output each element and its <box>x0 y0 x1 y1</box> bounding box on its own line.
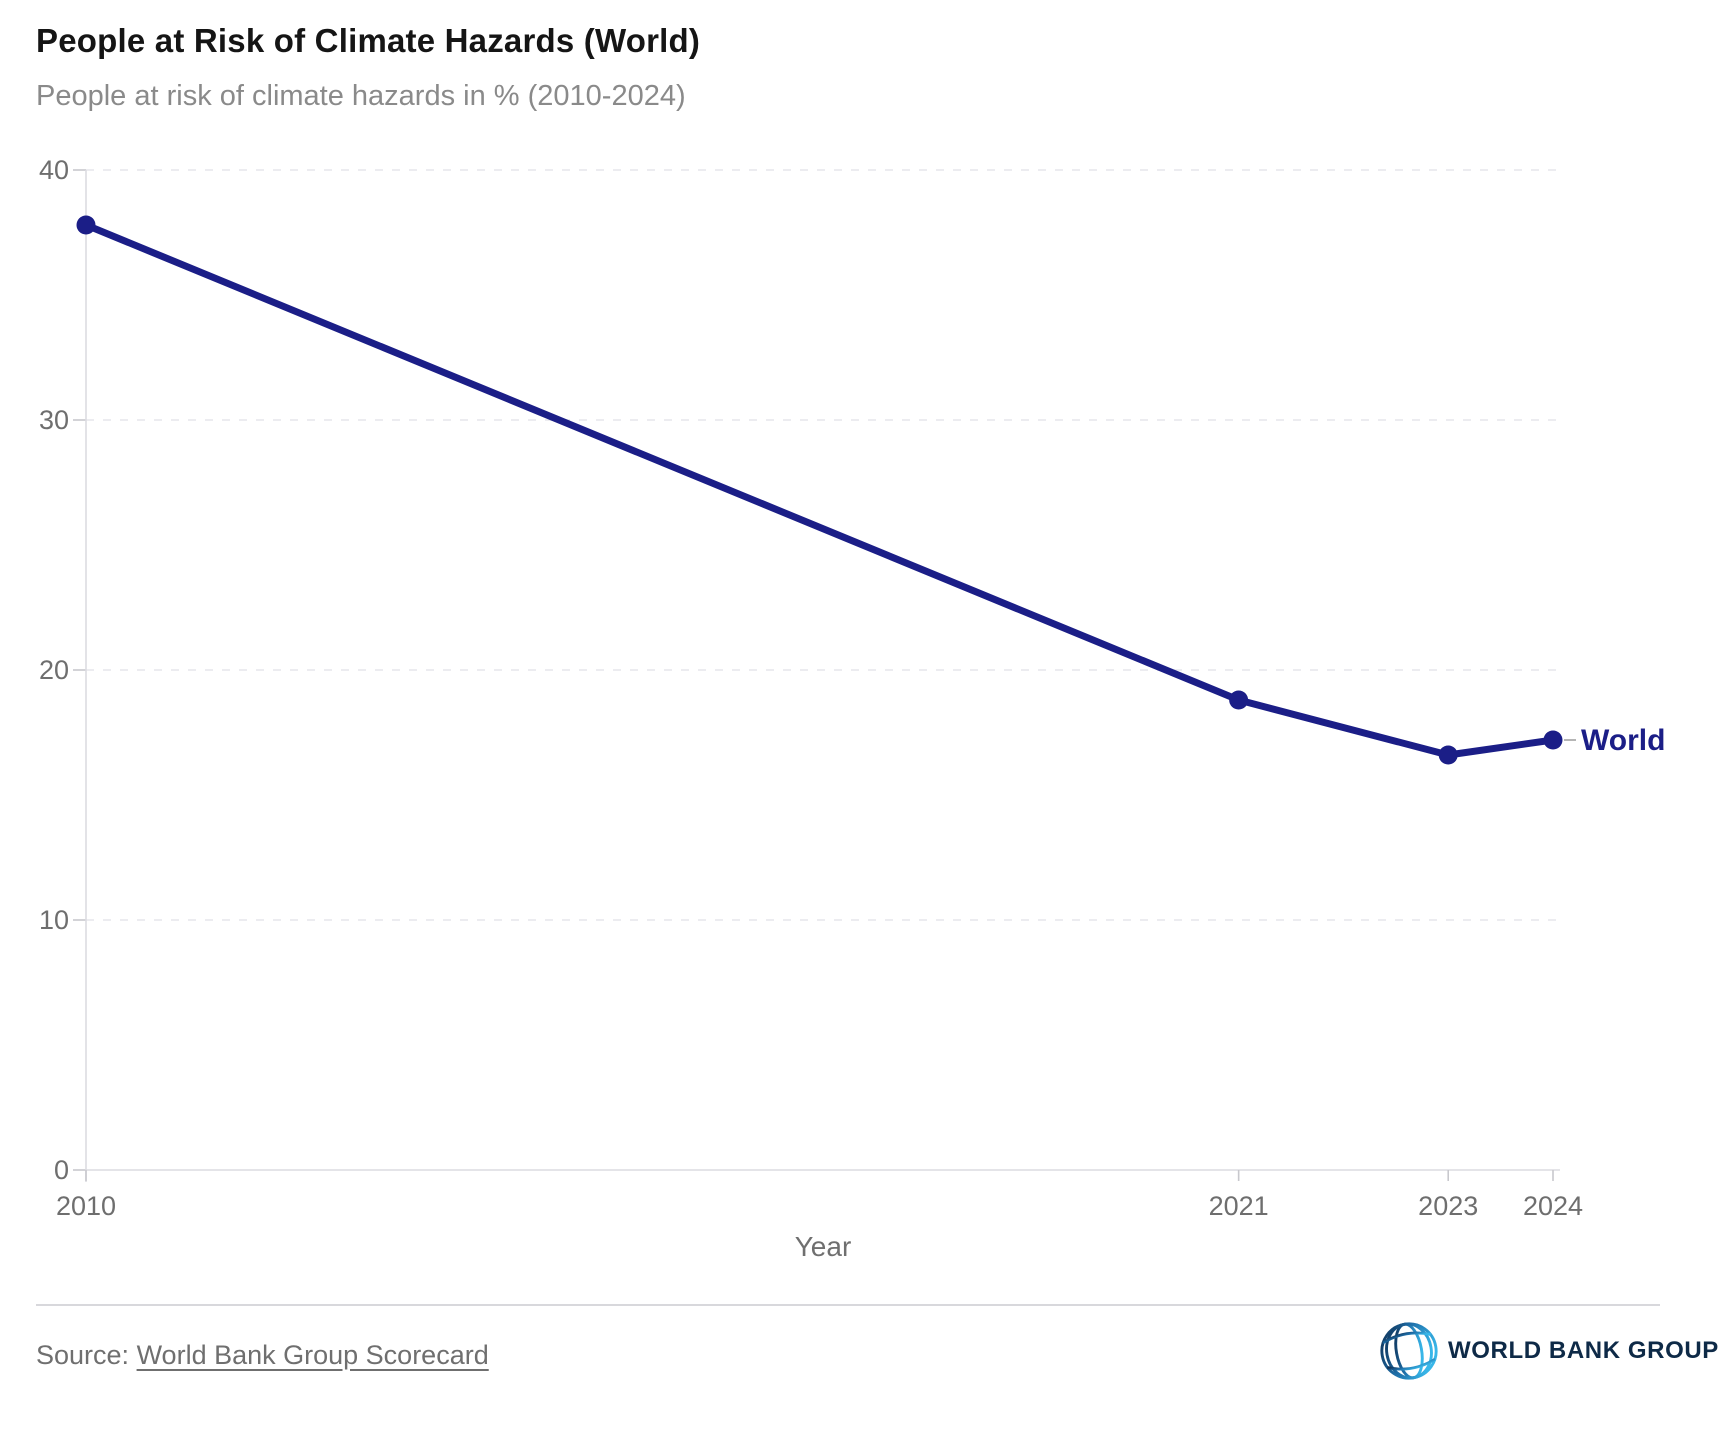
y-tick-label-30: 30 <box>39 405 69 435</box>
x-axis-title: Year <box>795 1231 852 1262</box>
y-tick-label-0: 0 <box>54 1155 69 1185</box>
y-tick-label-40: 40 <box>39 155 69 185</box>
x-tick-label-2024: 2024 <box>1523 1191 1583 1221</box>
data-point-2024[interactable] <box>1543 730 1563 750</box>
source-link[interactable]: World Bank Group Scorecard <box>136 1340 489 1370</box>
world-bank-globe-icon <box>1380 1322 1438 1380</box>
footer-divider <box>36 1304 1660 1306</box>
world-bank-logo: WORLD BANK GROUP <box>1378 1320 1719 1382</box>
x-tick-label-2023: 2023 <box>1418 1191 1478 1221</box>
series-line-world <box>82 221 1557 759</box>
data-point-2023[interactable] <box>1438 745 1458 765</box>
world-bank-logo-text: WORLD BANK GROUP <box>1448 1337 1719 1364</box>
line-chart-plot-area: 0 10 20 30 40 2010 2021 2023 2024 Year World <box>39 155 1665 1262</box>
source-line: Source: World Bank Group Scorecard <box>36 1340 489 1371</box>
data-point-2010[interactable] <box>76 215 96 235</box>
page-title: People at Risk of Climate Hazards (World… <box>36 22 701 59</box>
x-tick-label-2021: 2021 <box>1209 1191 1269 1221</box>
chart-subtitle: People at risk of climate hazards in % (… <box>36 80 686 112</box>
x-tick-label-2010: 2010 <box>56 1191 116 1221</box>
source-label: Source: <box>36 1340 137 1370</box>
y-tick-label-20: 20 <box>39 655 69 685</box>
series-label-world: World <box>1581 724 1665 757</box>
y-tick-label-10: 10 <box>39 905 69 935</box>
data-point-2021[interactable] <box>1229 690 1249 710</box>
